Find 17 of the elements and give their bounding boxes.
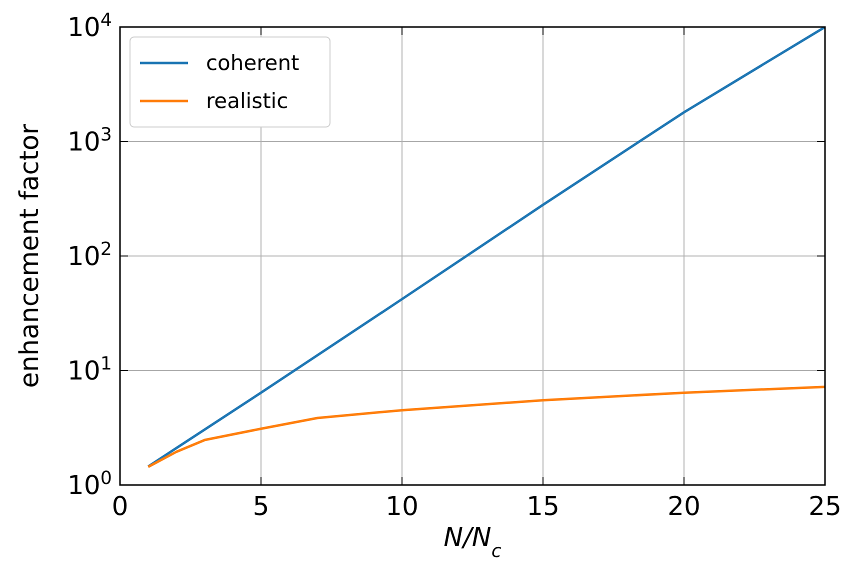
- y-tick-label: 10$^{1}$: [67, 353, 112, 386]
- x-tick-label: 15: [526, 492, 560, 522]
- y-tick-label: 10$^{3}$: [67, 124, 112, 158]
- line-series: [146, 27, 825, 468]
- line-series: [146, 386, 825, 468]
- x-axis-title: N/N$_{c}$: [444, 523, 502, 562]
- y-tick-label: 10$^{4}$: [67, 10, 112, 43]
- y-tick-label: 10$^{0}$: [67, 468, 112, 501]
- x-tick-label: 5: [252, 492, 270, 522]
- x-tick-label: 25: [808, 492, 842, 522]
- x-tick-label: 0: [112, 492, 128, 522]
- x-tick-label: 10: [385, 492, 419, 522]
- legend-label: coherent: [206, 51, 300, 75]
- y-tick-label: 10$^{2}$: [67, 238, 112, 272]
- x-tick-label: 20: [667, 492, 701, 522]
- legend-label: realistic: [206, 89, 288, 113]
- y-axis-title: enhancement factor: [15, 124, 45, 388]
